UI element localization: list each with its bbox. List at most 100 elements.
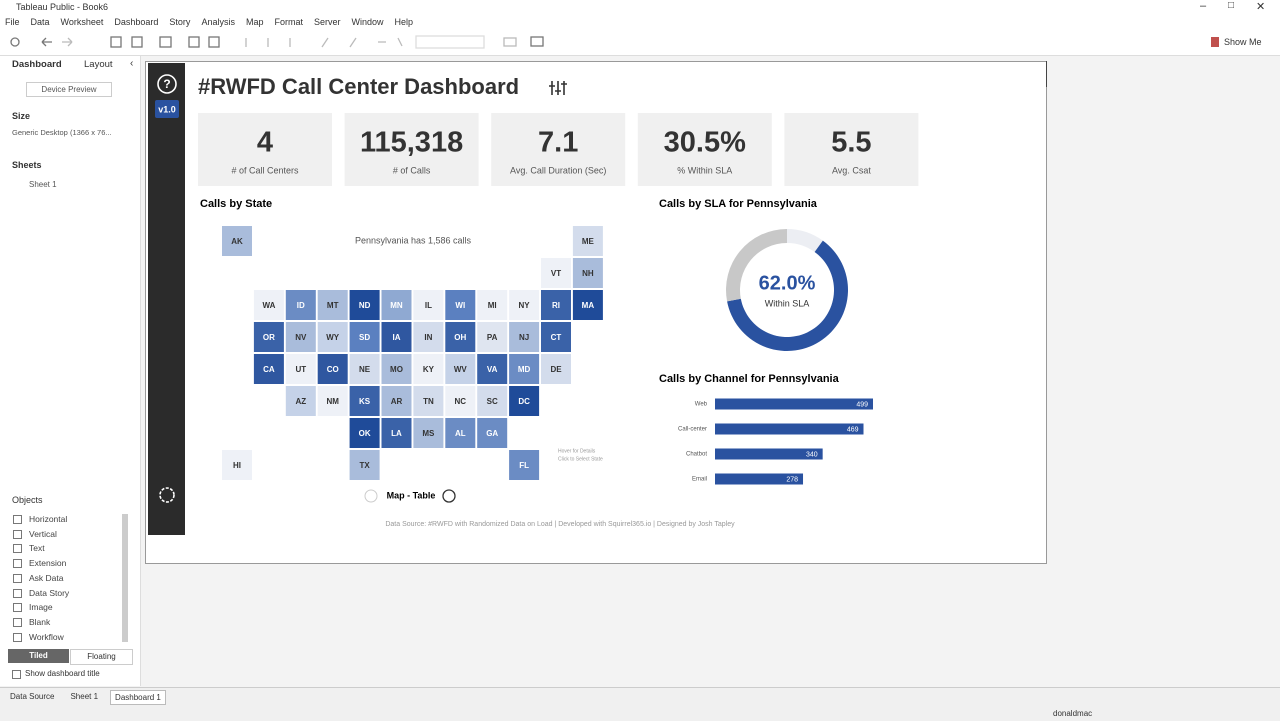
state-tile[interactable] [349,418,380,448]
panel-tab[interactable]: Dashboard [12,59,62,70]
object-item[interactable]: Data Story [29,587,70,598]
state-tile[interactable] [509,290,540,320]
object-item[interactable]: Blank [29,616,51,627]
state-tile[interactable] [285,290,316,320]
state-tile[interactable] [381,354,412,384]
menu-item[interactable]: Format [274,17,303,27]
menu-item[interactable]: Dashboard [114,17,159,27]
map-toggle[interactable]: Map - Table [387,490,436,500]
device-preview[interactable]: Device Preview [26,82,112,97]
checkbox[interactable] [12,670,21,679]
state-tile[interactable] [317,322,348,352]
state-tile[interactable] [381,322,412,352]
object-item[interactable]: Horizontal [29,514,68,524]
state-tile[interactable] [413,322,444,352]
filter-icon[interactable] [549,81,567,95]
state-tile[interactable] [477,322,508,352]
size-value[interactable]: Generic Desktop (1366 x 76... [12,128,112,137]
state-tile[interactable] [317,386,348,416]
menu-item[interactable]: Map [245,17,264,27]
minimize[interactable]: – [1200,0,1207,12]
state-tile[interactable] [541,354,571,384]
layout-mode[interactable]: Tiled [8,649,69,663]
container-handle[interactable] [1046,61,1047,87]
sheet-tab[interactable]: Sheet 1 [70,692,99,701]
state-tile[interactable] [572,226,603,256]
tool-icon[interactable] [10,37,20,47]
show-me[interactable]: Show Me [1224,37,1262,47]
state-tile[interactable] [381,418,412,448]
menu-item[interactable]: Help [394,17,414,27]
state-tile[interactable] [317,290,348,320]
undo[interactable] [41,37,52,47]
state-tile[interactable] [222,226,252,256]
menu-item[interactable]: Story [169,17,191,27]
menu-item[interactable]: Analysis [201,17,235,27]
state-tile[interactable] [381,386,412,416]
state-tile[interactable] [349,354,380,384]
state-tile[interactable] [285,354,316,384]
state-tile[interactable] [285,386,316,416]
sheet-tab[interactable]: Data Source [10,692,55,701]
state-tile[interactable] [253,322,284,352]
fit-dropdown[interactable] [415,35,485,49]
state-tile[interactable] [413,386,444,416]
toggle-prev[interactable] [364,489,378,503]
redo[interactable] [62,37,73,47]
state-tile[interactable] [317,354,348,384]
state-tile[interactable] [445,418,476,448]
object-item[interactable]: Ask Data [29,572,64,583]
state-tile[interactable] [572,290,603,320]
layout-mode[interactable]: Floating [70,649,133,665]
object-item[interactable]: Vertical [29,528,57,539]
state-tile[interactable] [413,290,444,320]
object-item[interactable]: Extension [29,558,67,569]
state-tile[interactable] [541,290,571,320]
close[interactable]: ✕ [1256,1,1266,13]
state-tile[interactable] [509,322,540,352]
object-item[interactable]: Text [29,543,45,554]
object-item[interactable]: Image [29,602,53,613]
maximize[interactable]: □ [1228,0,1235,11]
state-tile[interactable] [477,290,508,320]
state-tile[interactable] [572,258,603,288]
sheet-item[interactable]: Sheet 1 [29,180,57,189]
toggle-next[interactable] [442,489,456,503]
clear[interactable] [208,36,220,48]
state-tile[interactable] [477,386,508,416]
sheet-tab[interactable]: Dashboard 1 [110,690,166,705]
menu-item[interactable]: Data [30,17,50,27]
state-tile[interactable] [509,354,540,384]
state-tile[interactable] [541,258,571,288]
state-tile[interactable] [445,322,476,352]
state-tile[interactable] [445,354,476,384]
state-tile[interactable] [477,354,508,384]
state-tile[interactable] [509,386,540,416]
state-tile[interactable] [349,290,380,320]
menu-item[interactable]: Worksheet [60,17,104,27]
state-tile[interactable] [349,322,380,352]
collapse[interactable]: ‹ [130,58,134,69]
help-icon[interactable] [157,74,177,94]
state-tile[interactable] [445,290,476,320]
state-tile[interactable] [349,450,380,480]
state-tile[interactable] [222,450,252,480]
panel-tab[interactable]: Layout [84,59,113,70]
state-tile[interactable] [477,418,508,448]
state-tile[interactable] [381,290,412,320]
menu-item[interactable]: File [5,17,20,27]
state-tile[interactable] [349,386,380,416]
duplicate[interactable] [188,36,200,48]
state-tile[interactable] [285,322,316,352]
labels[interactable] [503,37,517,47]
user[interactable]: donaldmac [1053,709,1093,718]
save[interactable] [110,36,122,48]
state-tile[interactable] [253,290,284,320]
menu-item[interactable]: Server [313,17,341,27]
state-tile[interactable] [509,450,540,480]
presentation[interactable] [530,36,544,47]
object-item[interactable]: Workflow [29,631,64,642]
new-source[interactable] [131,36,143,48]
new-sheet[interactable] [159,36,172,48]
state-tile[interactable] [253,354,284,384]
